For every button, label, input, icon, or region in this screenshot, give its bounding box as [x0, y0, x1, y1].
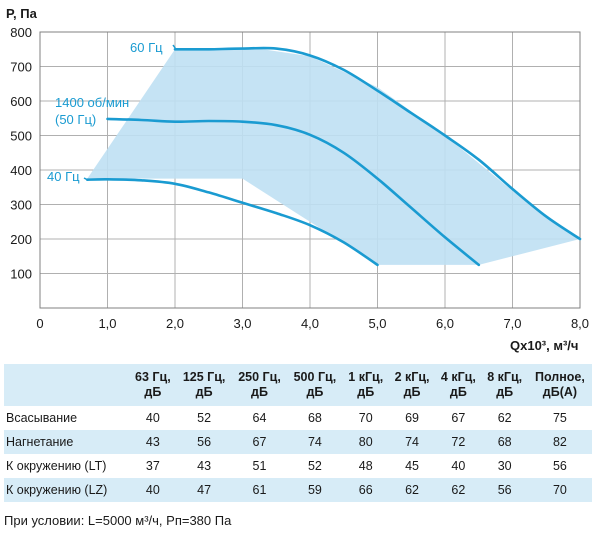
table-header-row: 63 Гц, дБ 125 Гц, дБ 250 Гц, дБ 500 Гц, дБ 1… [4, 364, 592, 406]
table-cell: 56 [176, 430, 232, 454]
footnote: При условии: L=5000 м³/ч, Рп=380 Па [4, 513, 232, 528]
x-tick-label: 6,0 [436, 316, 454, 331]
curve-label-2: (50 Гц) [55, 112, 96, 127]
curve-label-leader [83, 177, 88, 181]
row-label: Нагнетание [4, 430, 130, 454]
curve-label-leader [172, 44, 177, 50]
table-cell: 80 [342, 430, 389, 454]
table-cell: 62 [497, 411, 512, 425]
table-cell: 40 [145, 411, 160, 425]
row-label: К окружению (LT) [6, 459, 107, 473]
table-header-cell [4, 364, 130, 406]
table-header-cell: 1 кГц, дБ [342, 364, 389, 406]
table-cell: 40 [451, 459, 466, 473]
x-tick-label: 3,0 [233, 316, 251, 331]
y-axis-title: P, Па [6, 6, 38, 21]
table-cell: 52 [197, 411, 212, 425]
table-cell: 67 [231, 430, 288, 454]
table-cell: 48 [358, 459, 373, 473]
plot-frame [39, 31, 581, 309]
row-label: Всасывание [6, 411, 78, 425]
table-header-cell: 8 кГц, дБ [481, 364, 528, 406]
table-cell: 69 [405, 411, 420, 425]
x-tick-label: 8,0 [571, 316, 589, 331]
x-tick-label: 5,0 [368, 316, 386, 331]
x-tick-label: 2,0 [166, 316, 184, 331]
axis-layer: 0 1,0 2,0 3,0 4,0 5,0 6,0 7,0 8,0 100 200 300 400 500… [10, 25, 589, 331]
table-header-cell: 250 Гц, дБ [231, 364, 288, 406]
x-axis-title: Qx10³, м³/ч [510, 338, 578, 353]
table-cell: 72 [435, 430, 482, 454]
table-cell: 45 [405, 459, 420, 473]
table-cell: 56 [552, 459, 567, 473]
table-header-cell: 2 кГц, дБ [388, 364, 436, 406]
table-cell: 66 [342, 478, 389, 502]
table-cell: 74 [287, 430, 343, 454]
curve-layer [86, 46, 582, 267]
y-tick-label: 400 [10, 163, 32, 178]
table-row: Всасывание 40 52 64 68 70 69 67 62 75 [4, 406, 592, 430]
table-header-cell: Полное, дБ(А) [527, 364, 592, 406]
curve-2 [106, 117, 481, 267]
curve-label-3: 40 Гц [47, 169, 80, 184]
table-cell: 62 [435, 478, 482, 502]
table-cell: 82 [527, 430, 592, 454]
y-tick-label: 300 [10, 198, 32, 213]
noise-level-table: 63 Гц, дБ 125 Гц, дБ 250 Гц, дБ 500 Гц, дБ 1… [4, 364, 592, 502]
row-label: К окружению (LZ) [4, 478, 130, 502]
y-tick-label: 100 [10, 267, 32, 282]
table-cell: 30 [497, 459, 512, 473]
operating-area-layer [87, 48, 581, 265]
curve-label-layer: 60 Гц 1400 об/мин (50 Гц) 40 Гц [47, 40, 177, 184]
table-cell: 61 [231, 478, 288, 502]
table-cell: 70 [527, 478, 592, 502]
table-cell: 70 [358, 411, 373, 425]
x-tick-label: 4,0 [301, 316, 319, 331]
table-cell: 68 [307, 411, 322, 425]
table-cell: 56 [481, 478, 528, 502]
table-header-cell: 63 Гц, дБ [129, 364, 177, 406]
table-cell: 59 [287, 478, 343, 502]
table-header-cell: 500 Гц, дБ [287, 364, 343, 406]
x-tick-label: 1,0 [98, 316, 116, 331]
table-cell: 43 [197, 459, 212, 473]
y-tick-label: 800 [10, 25, 32, 40]
table-cell: 37 [145, 459, 160, 473]
curve-3 [86, 177, 379, 267]
curve-1 [173, 46, 582, 241]
table-cell: 62 [388, 478, 436, 502]
table-body: Всасывание 40 52 64 68 70 69 67 62 75 Нагнетание 43… [4, 406, 592, 502]
table-cell: 47 [176, 478, 232, 502]
x-tick-label: 0 [36, 316, 43, 331]
table-cell: 52 [307, 459, 322, 473]
y-tick-label: 500 [10, 129, 32, 144]
y-tick-label: 200 [10, 232, 32, 247]
table-cell: 40 [129, 478, 177, 502]
curve-label-2: 1400 об/мин [55, 95, 129, 110]
y-tick-label: 600 [10, 94, 32, 109]
operating-area [87, 48, 581, 265]
table-cell: 51 [252, 459, 267, 473]
curve-label-1: 60 Гц [130, 40, 163, 55]
table-row: Нагнетание 43 56 67 74 80 74 72 68 82 [4, 430, 592, 454]
fan-performance-chart: 0 1,0 2,0 3,0 4,0 5,0 6,0 7,0 8,0 100 200 300 400 500… [6, 6, 589, 353]
table-cell: 68 [481, 430, 528, 454]
table-row: К окружению (LZ) 40 47 61 59 66 62 62 56 70 [4, 478, 592, 502]
table-cell: 43 [129, 430, 177, 454]
table-cell: 67 [451, 411, 466, 425]
table-header-cell: 125 Гц, дБ [176, 364, 232, 406]
y-tick-label: 700 [10, 60, 32, 75]
table-cell: 64 [252, 411, 267, 425]
table-row: К окружению (LT) 37 43 51 52 48 45 40 30 56 [4, 454, 592, 478]
x-tick-label: 7,0 [503, 316, 521, 331]
table-header-cell: 4 кГц, дБ [435, 364, 482, 406]
table-cell: 74 [388, 430, 436, 454]
table-cell: 75 [552, 411, 567, 425]
